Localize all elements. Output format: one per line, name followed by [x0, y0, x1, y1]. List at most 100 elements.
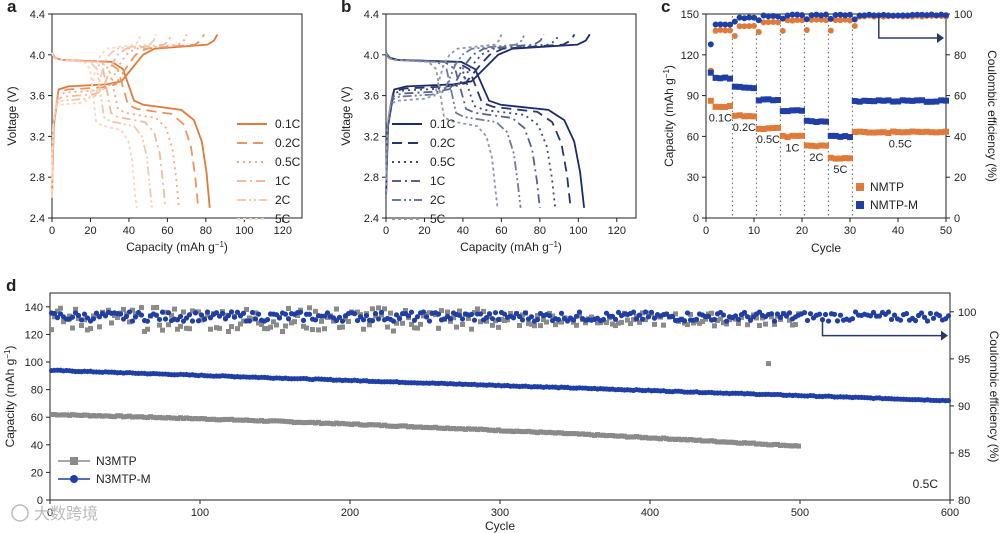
x-tick-label: 300 [491, 507, 509, 519]
capacity-marker-NMTP-M [808, 118, 815, 125]
ce-marker-N3MTP-M [822, 311, 829, 318]
capacity-marker-NMTP-M [818, 118, 825, 125]
capacity-marker-NMTP-M [794, 107, 801, 114]
capacity-marker-N3MTP [76, 412, 81, 418]
capacity-marker-N3MTP [751, 440, 756, 446]
ce-marker-NMTP-M [899, 12, 906, 19]
ce-marker-N3MTP [697, 320, 702, 326]
capacity-marker-NMTP-M [770, 97, 777, 104]
capacity-marker-N3MTP [652, 435, 657, 441]
discharge-curve-1C [51, 52, 167, 208]
capacity-marker-N3MTP [571, 431, 576, 437]
ce-marker-N3MTP [625, 317, 630, 323]
ce-marker-N3MTP-M [534, 317, 541, 323]
ce-marker-N3MTP-M [918, 310, 925, 316]
ce-marker-N3MTP [673, 311, 678, 317]
x-tick-label: 80 [200, 225, 212, 237]
y-tick-label: 60 [31, 412, 43, 424]
x-tick-label: 500 [791, 507, 809, 519]
ce-marker-N3MTP-M [945, 313, 952, 319]
capacity-marker-NMTP-M [847, 134, 853, 141]
capacity-marker-N3MTP [184, 415, 189, 421]
ce-marker-NMTP [731, 33, 738, 40]
capacity-marker-N3MTP [778, 443, 783, 449]
capacity-marker-N3MTP [103, 413, 108, 419]
ce-marker-N3MTP-M [897, 317, 904, 323]
x-tick-label: 40 [892, 225, 904, 237]
capacity-marker-N3MTP [769, 442, 774, 448]
capacity-marker-N3MTP [433, 424, 438, 430]
ce-marker-N3MTP-M [375, 316, 382, 322]
ce-marker-N3MTP [691, 320, 696, 326]
capacity-marker-N3MTP [442, 426, 447, 432]
capacity-marker-N3MTP [106, 413, 111, 419]
ce-marker-N3MTP [139, 305, 144, 311]
ce-marker-N3MTP-M [285, 316, 292, 322]
capacity-marker-NMTP-M [799, 107, 805, 114]
ce-marker-N3MTP [178, 323, 183, 329]
y-axis-label: Voltage (V) [5, 86, 19, 145]
ce-marker-N3MTP-M [69, 314, 76, 320]
ce-marker-N3MTP-M [297, 309, 304, 315]
capacity-marker-NMTP-M [832, 132, 839, 139]
ce-marker-N3MTP [229, 324, 234, 330]
ce-marker-N3MTP [628, 321, 633, 327]
capacity-marker-N3MTP [64, 412, 69, 418]
ce-marker-NMTP-M [813, 11, 820, 18]
capacity-marker-NMTP-M [813, 118, 820, 125]
ce-marker-N3MTP-M [117, 311, 124, 317]
ce-marker-N3MTP-M [921, 314, 928, 320]
ce-marker-N3MTP-M [477, 311, 484, 317]
legend-label: 0.2C [275, 136, 301, 150]
capacity-marker-N3MTP [766, 442, 771, 448]
ce-marker-N3MTP [73, 306, 78, 312]
y2-axis-label: Coulombic efficiency (%) [987, 331, 1000, 463]
ce-marker-N3MTP [244, 307, 249, 313]
ce-marker-N3MTP [334, 306, 339, 312]
capacity-marker-NMTP-M [861, 97, 868, 104]
x-tick-label: 120 [608, 225, 626, 237]
ce-marker-N3MTP [421, 313, 426, 319]
ce-marker-N3MTP [325, 314, 330, 320]
capacity-marker-N3MTP [361, 422, 366, 428]
x-tick-label: 20 [796, 225, 808, 237]
ce-marker-N3MTP [238, 321, 243, 327]
capacity-marker-N3MTP [169, 415, 174, 421]
ce-marker-N3MTP [412, 325, 417, 331]
ce-marker-N3MTP [307, 305, 312, 311]
capacity-marker-N3MTP [148, 414, 153, 420]
capacity-marker-N3MTP [259, 418, 264, 424]
ce-marker-N3MTP [241, 318, 246, 324]
ce-marker-NMTP-M [712, 21, 719, 28]
capacity-marker-N3MTP [157, 414, 162, 420]
ce-marker-N3MTP [109, 320, 114, 326]
capacity-marker-NMTP [847, 155, 853, 162]
ce-marker-NMTP-M [895, 12, 901, 19]
ce-marker-N3MTP [247, 315, 252, 321]
ce-marker-N3MTP-M [801, 309, 808, 316]
ce-marker-N3MTP [535, 313, 540, 319]
ce-marker-N3MTP-M [705, 313, 712, 319]
ce-marker-N3MTP [532, 323, 537, 329]
ce-marker-N3MTP-M [129, 318, 136, 324]
capacity-marker-N3MTP [283, 418, 288, 424]
ce-marker-N3MTP-M [213, 310, 220, 316]
ce-marker-N3MTP [481, 308, 486, 314]
discharge-curve-0.1C [385, 52, 585, 208]
ce-marker-N3MTP [289, 320, 294, 326]
ce-marker-N3MTP-M [468, 311, 475, 317]
ce-marker-N3MTP [304, 325, 309, 331]
capacity-marker-N3MTP [586, 431, 591, 437]
ce-marker-NMTP [837, 17, 844, 24]
ce-marker-N3MTP-M [723, 318, 730, 324]
ce-marker-N3MTP-M [786, 310, 793, 316]
ce-marker-NMTP-M [784, 12, 791, 19]
ce-marker-N3MTP-M [645, 314, 652, 320]
ce-marker-NMTP-M [755, 17, 762, 24]
capacity-marker-NMTP-M [909, 97, 916, 104]
capacity-marker-N3MTP [421, 425, 426, 431]
capacity-marker-N3MTP [499, 428, 504, 434]
ce-marker-N3MTP [772, 321, 777, 327]
ce-marker-NMTP-M [707, 41, 714, 48]
capacity-marker-N3MTP [538, 429, 543, 435]
